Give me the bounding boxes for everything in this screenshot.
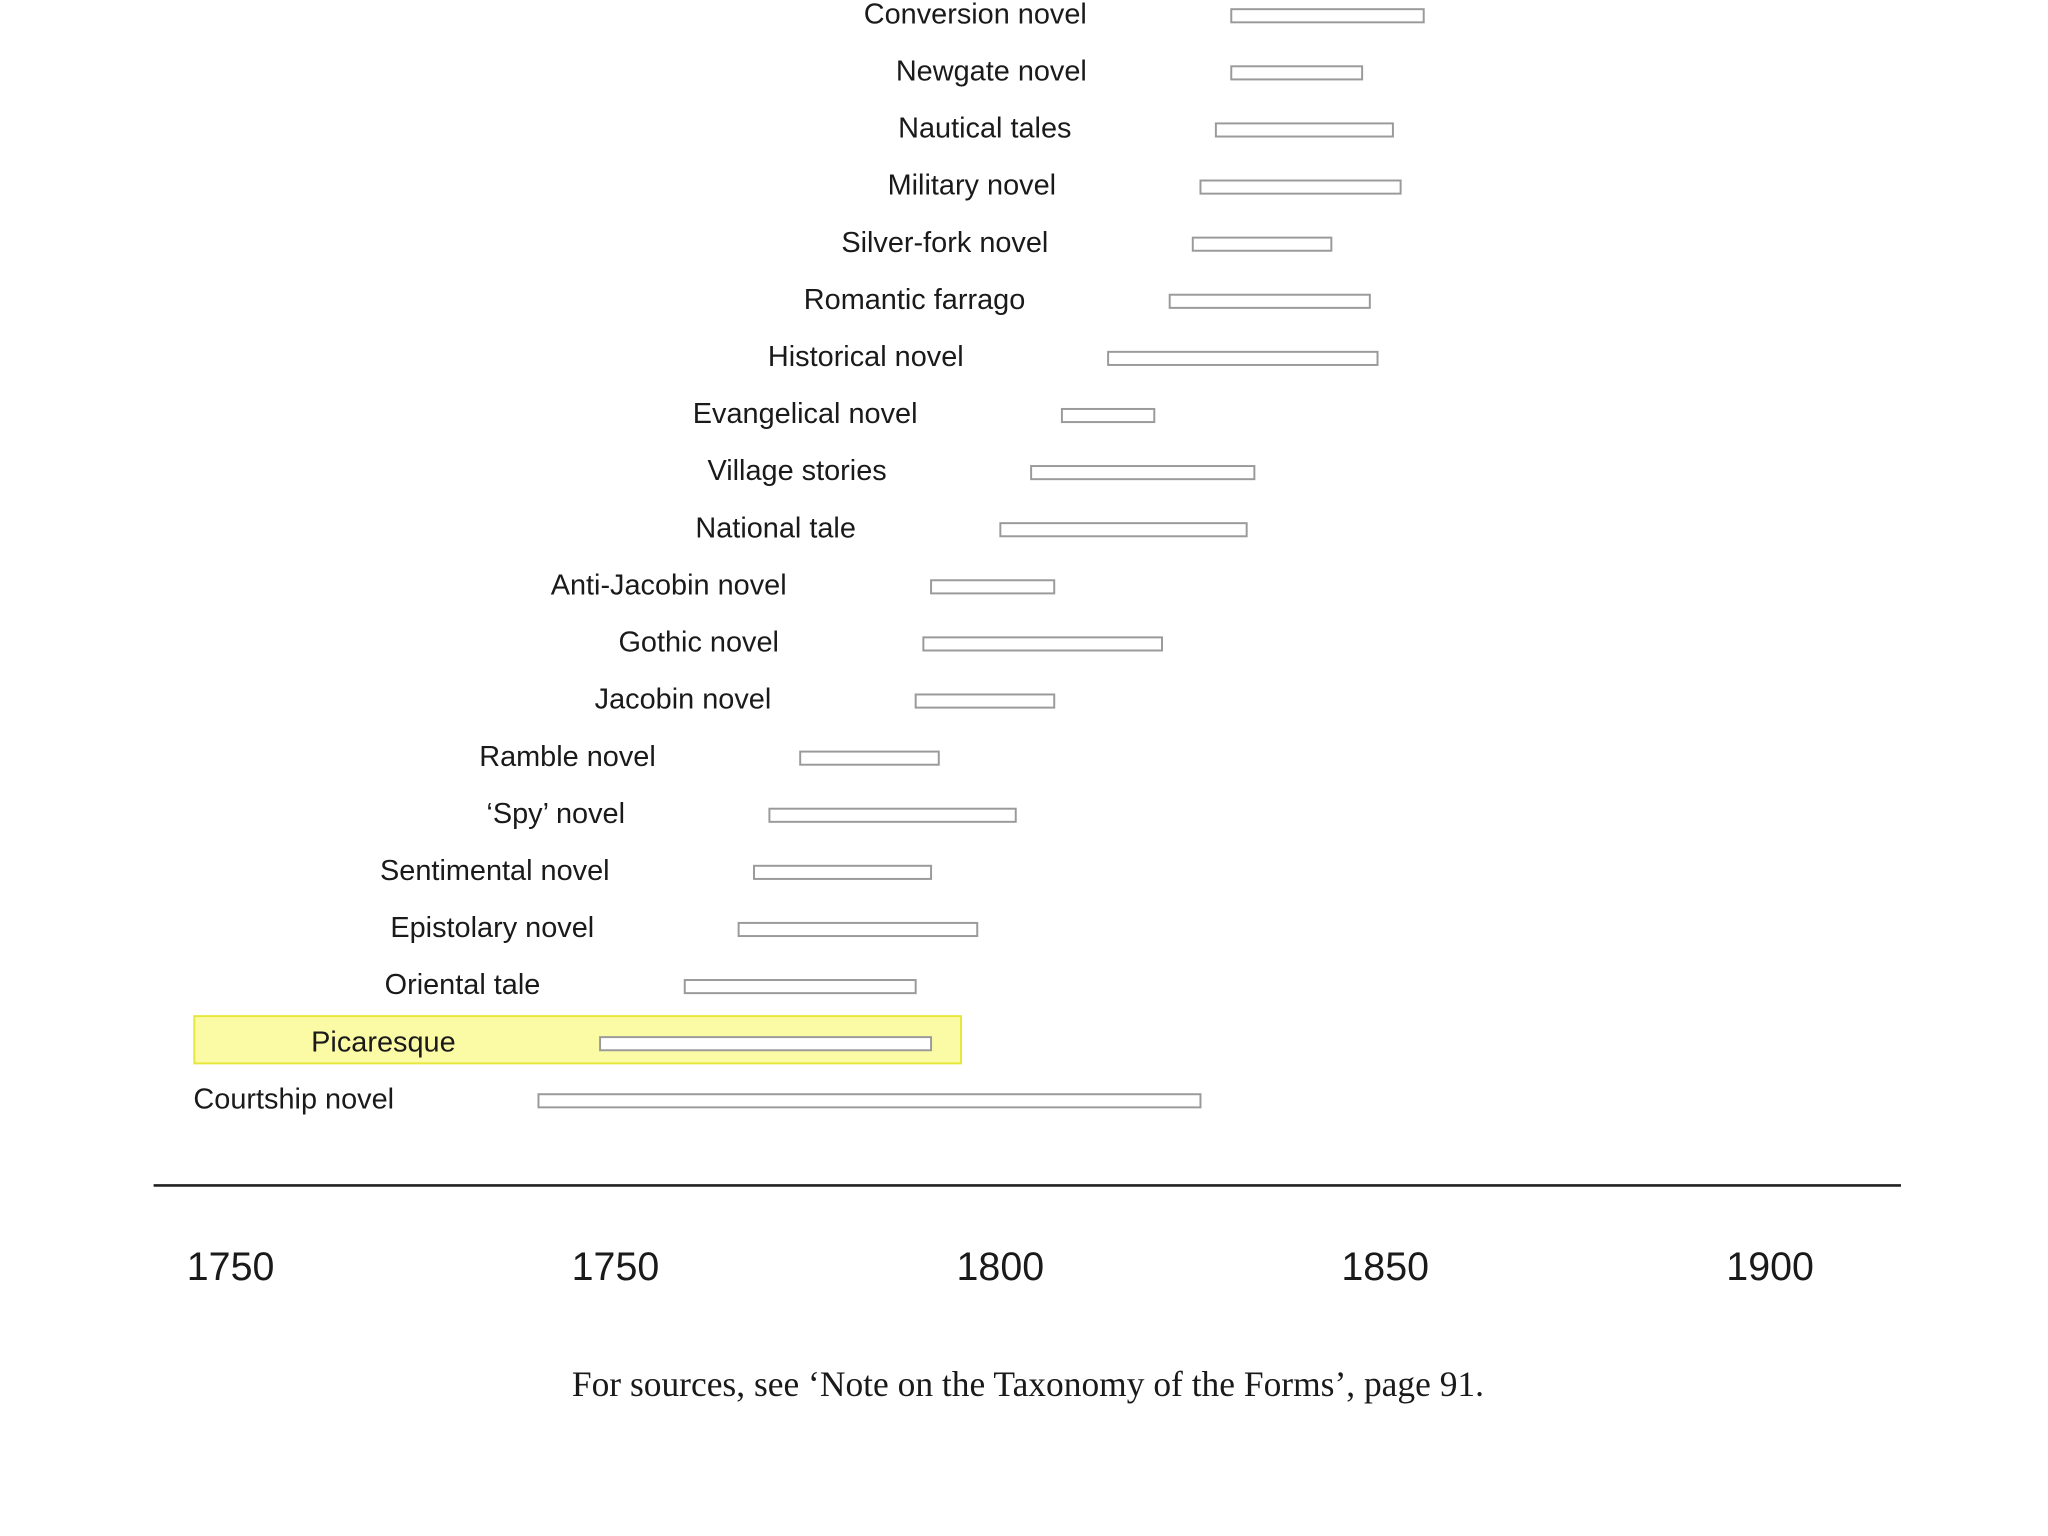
category-label: Romantic farrago xyxy=(804,284,1025,316)
range-bar xyxy=(914,693,1056,709)
range-bar xyxy=(1060,407,1156,424)
category-label: Courtship novel xyxy=(193,1083,394,1115)
x-tick-label: 1850 xyxy=(1341,1245,1429,1289)
range-bar xyxy=(922,636,1163,652)
range-bar xyxy=(1168,293,1371,309)
category-label: Sentimental novel xyxy=(380,855,610,887)
caption: For sources, see ‘Note on the Taxonomy o… xyxy=(572,1364,1484,1404)
range-bar xyxy=(1214,122,1394,138)
range-bar xyxy=(930,579,1056,595)
category-label: Jacobin novel xyxy=(595,684,772,716)
x-tick-label: 1750 xyxy=(572,1245,660,1289)
category-label: Silver-fork novel xyxy=(841,227,1048,259)
x-tick-label: 1900 xyxy=(1726,1245,1814,1289)
range-bar xyxy=(737,921,979,938)
range-bar xyxy=(1030,465,1256,481)
range-bar xyxy=(1199,179,1402,195)
range-bar xyxy=(999,522,1248,538)
range-bar xyxy=(1230,65,1364,81)
range-bar xyxy=(599,1036,933,1052)
category-label: National tale xyxy=(695,512,856,544)
category-label: Picaresque xyxy=(311,1026,455,1058)
category-label: Gothic novel xyxy=(618,627,779,659)
category-label: Historical novel xyxy=(768,341,964,373)
x-tick-label: 1800 xyxy=(957,1245,1045,1289)
category-label: Anti-Jacobin novel xyxy=(551,569,787,601)
category-label: Newgate novel xyxy=(896,55,1087,87)
category-label: Oriental tale xyxy=(385,969,541,1001)
range-bar xyxy=(753,864,933,880)
category-label: Ramble novel xyxy=(479,741,656,773)
range-bar xyxy=(799,750,940,766)
category-label: ‘Spy’ novel xyxy=(486,798,625,830)
category-label: Village stories xyxy=(707,455,886,487)
range-bar xyxy=(1107,350,1379,366)
category-label: Nautical tales xyxy=(898,113,1071,145)
x-tick-label: 1750 xyxy=(187,1245,275,1289)
range-bar xyxy=(537,1093,1202,1109)
range-bar xyxy=(1230,8,1425,24)
range-bar xyxy=(768,807,1017,823)
category-label: Conversion novel xyxy=(864,0,1087,30)
range-bar xyxy=(683,979,917,995)
category-label: Evangelical novel xyxy=(693,398,918,430)
category-label: Military novel xyxy=(888,170,1057,202)
range-bar xyxy=(1191,236,1333,252)
category-label: Epistolary novel xyxy=(390,912,594,944)
